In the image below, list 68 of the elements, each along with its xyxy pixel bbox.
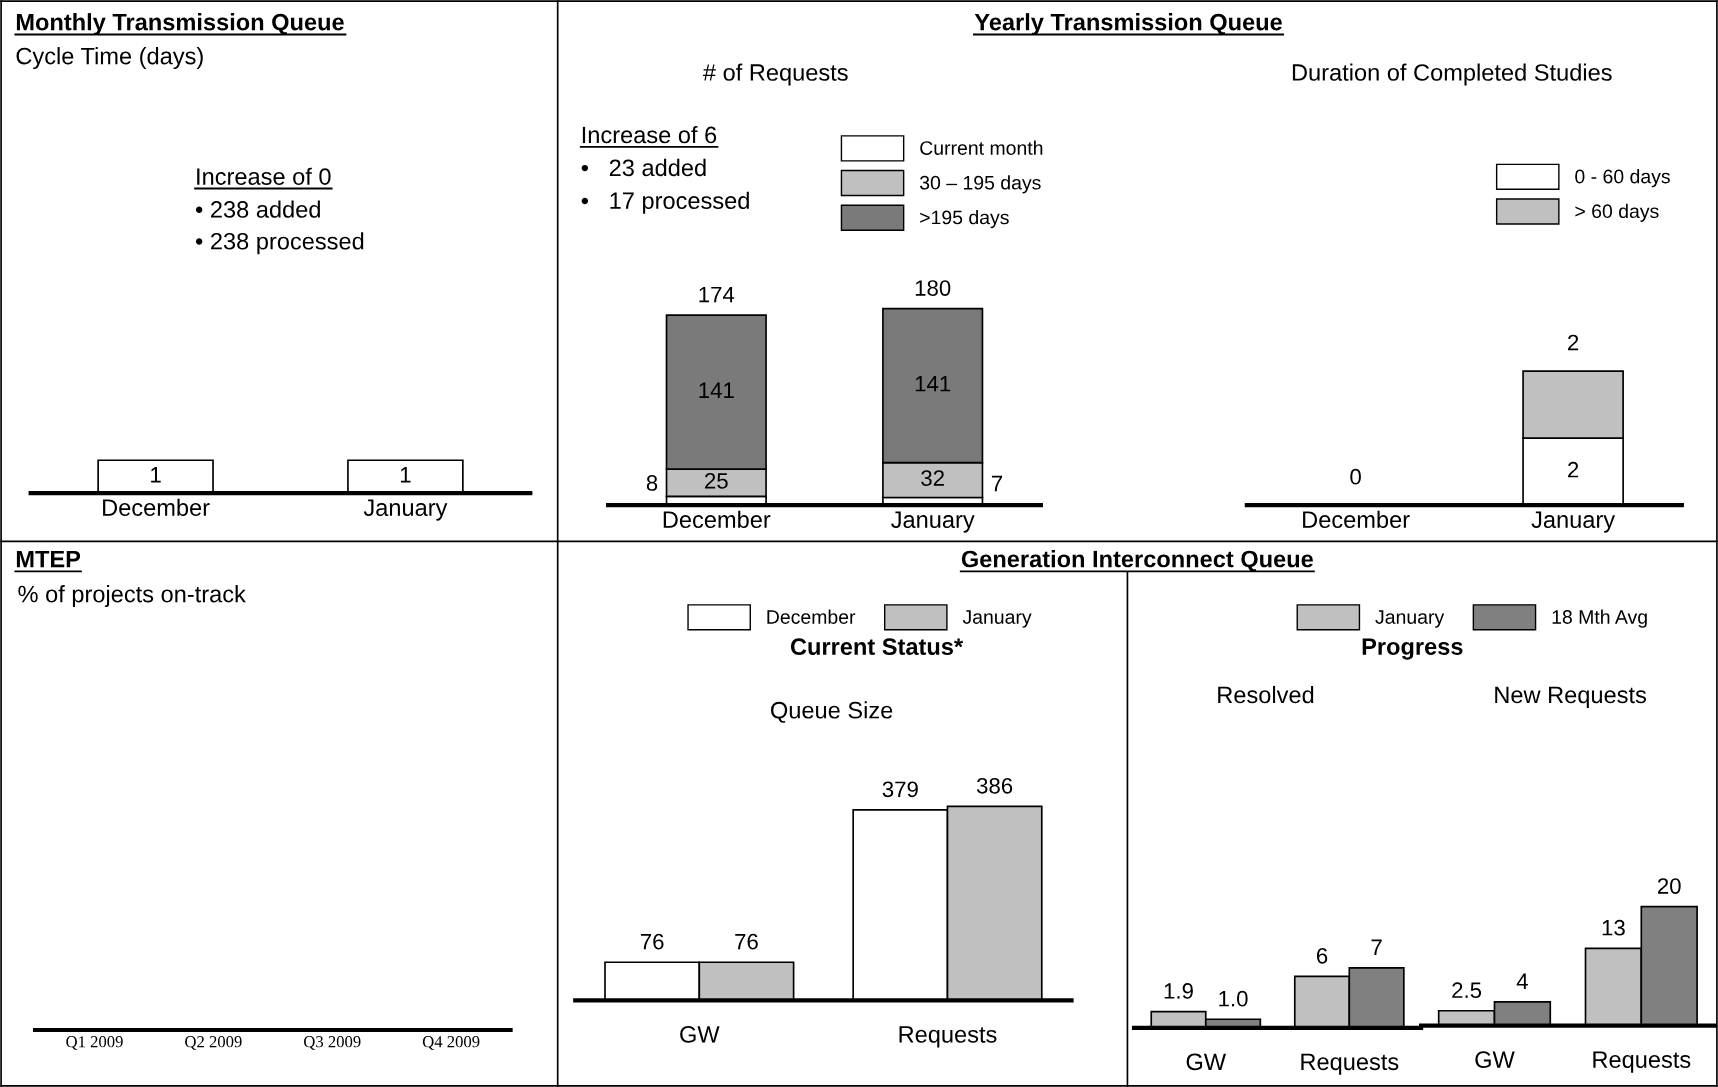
x-tick-label: January [1531, 511, 1616, 533]
data-label: 141 [699, 382, 734, 398]
text: % of projects on-track [18, 585, 246, 608]
x-tick-label: January [363, 499, 448, 521]
data-label: 2.5 [1452, 982, 1482, 999]
legend-label: January [1375, 610, 1445, 628]
data-label: 2 [1568, 334, 1579, 351]
data-label: 76 [735, 933, 758, 950]
data-label: 7 [1371, 939, 1382, 955]
x-tick-label: December [663, 510, 771, 529]
text: Generation Interconnect Queue [961, 550, 1313, 572]
data-label: 4 [1516, 973, 1528, 989]
data-label: 6 [1316, 947, 1328, 964]
text: • 238 processed [195, 232, 364, 255]
data-label: 1.9 [1164, 983, 1193, 999]
x-tick-label: GW [680, 1026, 720, 1043]
data-label: 386 [976, 777, 1013, 794]
x-tick-label: January [891, 511, 975, 533]
text: Resolved [1218, 685, 1314, 704]
legend-label: 30 – 195 days [919, 175, 1041, 194]
legend-label: Current month [920, 140, 1043, 155]
text: • 23 added [581, 158, 706, 177]
total-label: 180 [915, 280, 951, 296]
legend-label: January [962, 610, 1032, 628]
data-label: 1 [151, 467, 161, 483]
data-label: 8 [646, 475, 658, 491]
chart-subtitle: Duration of Completed Studies [1292, 63, 1612, 86]
data-label: 379 [882, 781, 918, 798]
total-label: 174 [699, 286, 735, 303]
text: Queue Size [771, 701, 893, 723]
chart-subtitle: Cycle Time (days) [16, 47, 203, 70]
text: New Requests [1495, 686, 1647, 708]
x-tick-label: Requests [1301, 1053, 1399, 1075]
legend-label: > 60 days [1575, 203, 1659, 222]
data-label: 76 [640, 933, 664, 950]
chart-subtitle: Current Status* [790, 638, 964, 656]
x-tick-label: December [1303, 510, 1410, 529]
chart-subtitle: # of Requests [702, 63, 848, 86]
data-label: 141 [915, 376, 951, 392]
legend-label: >195 days [920, 210, 1009, 229]
data-label: 20 [1657, 878, 1681, 894]
data-label: 32 [921, 470, 944, 486]
legend-label: 0 - 60 days [1575, 169, 1670, 188]
text: • 17 processed [581, 191, 749, 214]
data-label: 1.0 [1219, 990, 1248, 1007]
text: Yearly Transmission Queue [974, 13, 1282, 36]
text: Increase of 0 [197, 167, 331, 185]
x-tick-label: Requests [1593, 1051, 1691, 1073]
data-label: 2 [1568, 461, 1579, 478]
legend-label: 18 Mth Avg [1552, 609, 1647, 628]
data-label: 7 [991, 475, 1003, 492]
x-tick-label: GW [1475, 1051, 1515, 1068]
text: • 238 added [195, 200, 320, 218]
text: MTEP [16, 550, 81, 568]
chart-title: Monthly Transmission Queue [16, 13, 344, 36]
category-label: Q1 2009 [66, 1036, 123, 1050]
chart-subtitle: Progress [1362, 638, 1463, 660]
legend-label: December [767, 609, 856, 624]
data-label: 25 [705, 473, 728, 489]
x-tick-label: Requests [899, 1026, 997, 1048]
category-label: Q2 2009 [185, 1036, 242, 1050]
text: Increase of 6 [582, 125, 717, 144]
x-tick-label: GW [1186, 1053, 1227, 1071]
category-label: Q4 2009 [422, 1036, 480, 1050]
data-label: 13 [1602, 919, 1625, 936]
data-label: 1 [400, 467, 411, 483]
category-label: Q3 2009 [304, 1036, 361, 1050]
data-label: 0 [1350, 468, 1361, 485]
